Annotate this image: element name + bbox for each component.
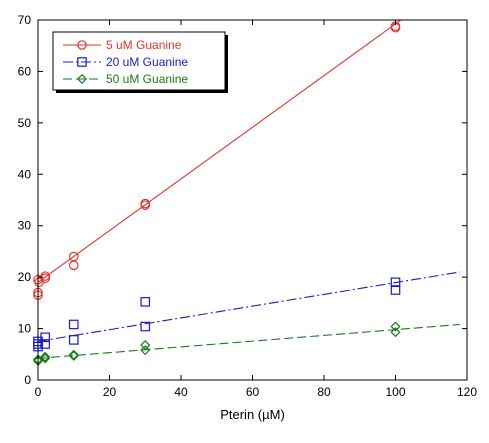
series-2-point-7 (68, 335, 79, 345)
x-tick-label-6: 120 (457, 385, 477, 399)
series-1-point-6 (40, 273, 50, 283)
series-2-point-5 (40, 339, 50, 349)
series-2-point-9 (140, 321, 151, 332)
legend-label-1: 5 uM Guanine (106, 38, 182, 52)
series-3 (32, 321, 460, 367)
series-2-point-6 (68, 319, 79, 330)
series-3-point-3 (40, 351, 51, 362)
series-3-point-7 (140, 339, 151, 351)
x-tick-label-3: 60 (246, 385, 260, 399)
legend-marker-3 (76, 73, 88, 85)
series-3-point-9 (390, 321, 401, 332)
legend-box (52, 31, 226, 91)
series-3-point-4 (40, 353, 51, 364)
series-2 (33, 271, 460, 352)
x-axis-title: Pterin (µM) (220, 407, 285, 422)
series-1-point-5 (40, 271, 50, 281)
y-tick-label-1: 10 (18, 322, 32, 336)
y-tick-label-2: 20 (18, 270, 32, 284)
y-tick-label-0: 0 (24, 373, 31, 387)
legend-label-2: 20 uM Guanine (106, 55, 188, 69)
y-tick-label-4: 40 (18, 167, 32, 181)
y-tick-label-3: 30 (18, 219, 32, 233)
series-2-point-8 (140, 297, 151, 307)
series-3-point-5 (68, 349, 79, 360)
series-1 (33, 20, 402, 300)
y-tick-label-7: 70 (18, 13, 32, 27)
legend: 5 uM Guanine 20 uM Guanine 50 uM Guanine (52, 31, 228, 93)
series-3-point-8 (140, 345, 151, 356)
x-tick-label-5: 100 (385, 385, 405, 399)
x-tick-label-0: 0 (35, 385, 42, 399)
series-2-point-4 (40, 332, 50, 343)
x-tick-label-2: 40 (174, 385, 188, 399)
series-1-point-8 (68, 260, 79, 271)
y-tick-label-6: 60 (18, 64, 32, 78)
x-tick-label-1: 20 (103, 385, 117, 399)
series-2-point-11 (390, 285, 401, 295)
series-3-fit-line (38, 323, 460, 359)
series-2-point-10 (390, 277, 401, 288)
series-3-point-10 (390, 327, 401, 338)
legend-marker-1 (77, 40, 87, 50)
axes: 0 20 40 60 80 100 120 0 10 20 30 40 50 60 70 (18, 13, 478, 399)
series-1-fit-line (38, 20, 402, 283)
series-3-point-6 (68, 350, 79, 361)
legend-marker-2 (77, 57, 87, 67)
plot-area (32, 20, 460, 367)
y-tick-label-5: 50 (18, 116, 32, 130)
legend-label-3: 50 uM Guanine (106, 72, 188, 86)
series-1-point-10 (140, 200, 151, 210)
x-tick-label-4: 80 (317, 385, 331, 399)
series-2-fit-line (38, 271, 460, 342)
